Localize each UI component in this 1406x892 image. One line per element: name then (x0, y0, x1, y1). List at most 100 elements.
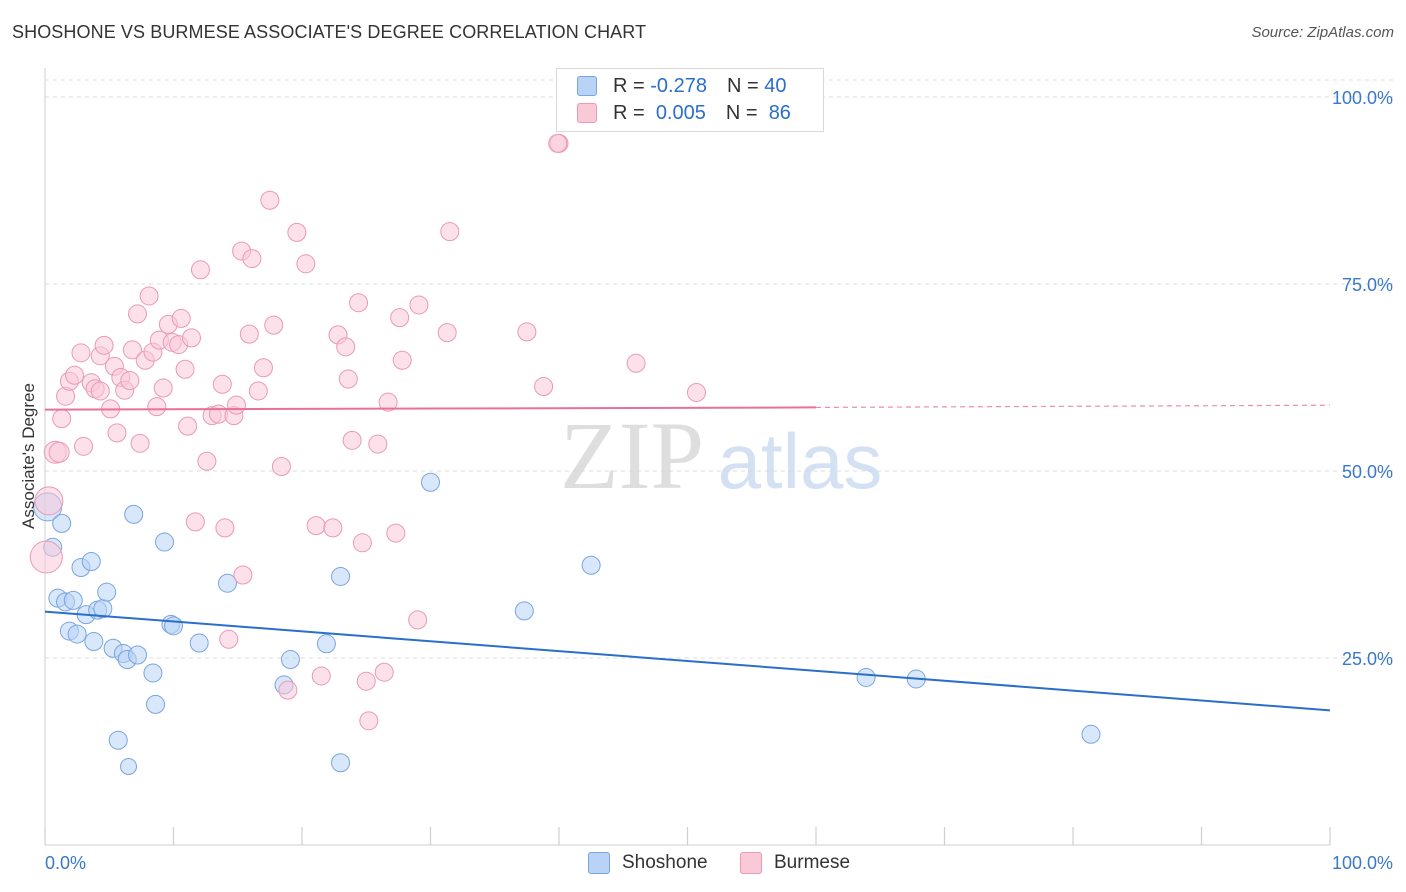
burmese-point (264, 315, 284, 335)
burmese-point (94, 335, 114, 355)
burmese-point (107, 423, 127, 443)
burmese-point (147, 397, 167, 417)
burmese-point (130, 433, 150, 453)
trend-lines (44, 404, 1331, 712)
burmese-trend-line (44, 406, 817, 411)
x-tick-label: 0.0% (45, 853, 86, 873)
burmese-point (323, 518, 343, 538)
burmese-point (368, 434, 388, 454)
shoshone-point (81, 552, 101, 572)
data-points (29, 133, 1101, 775)
burmese-point (239, 324, 259, 344)
shoshone-point (1081, 724, 1101, 744)
burmese-point (122, 340, 142, 360)
burmese-point (178, 416, 198, 436)
burmese-point (185, 512, 205, 532)
shoshone-point (143, 663, 163, 683)
shoshone-point (581, 555, 601, 575)
chart-title: SHOSHONE VS BURMESE ASSOCIATE'S DEGREE C… (12, 22, 647, 42)
shoshone-point (108, 730, 128, 750)
shoshone-point (84, 632, 104, 652)
burmese-point (378, 392, 398, 412)
burmese-point (548, 133, 568, 153)
burmese-point (219, 629, 239, 649)
burmese-point (386, 523, 406, 543)
bottom-legend-shoshone: Shoshone (588, 852, 708, 874)
burmese-point (390, 308, 410, 328)
burmese-legend-label: Burmese (774, 852, 851, 873)
burmese-point (517, 322, 537, 342)
burmese-trend-extension (815, 404, 1331, 409)
burmese-point (342, 430, 362, 450)
shoshone-point (128, 645, 148, 665)
shoshone-legend-swatch (588, 852, 610, 874)
burmese-point (352, 533, 372, 553)
shoshone-point (52, 513, 72, 533)
shoshone-point (280, 649, 300, 669)
burmese-point (534, 376, 554, 396)
burmese-point (311, 666, 331, 686)
legend-r-value: -0.278 (650, 74, 707, 97)
shoshone-swatch (577, 76, 597, 96)
shoshone-point (120, 757, 138, 775)
shoshone-point (421, 472, 440, 492)
shoshone-point (331, 566, 351, 586)
shoshone-point (316, 634, 336, 654)
legend-n-label: N = (725, 101, 758, 124)
burmese-point (128, 304, 148, 324)
watermark-atlas: atlas (718, 417, 883, 505)
burmese-point (271, 457, 291, 477)
shoshone-point (217, 573, 237, 593)
burmese-point (74, 436, 94, 456)
x-tick-label: 100.0% (1332, 853, 1393, 873)
legend-n-value: 40 (764, 74, 787, 97)
legend-r-value: 0.005 (655, 101, 706, 124)
burmese-point (278, 680, 298, 700)
y-axis-label: Associate's Degree (19, 383, 38, 529)
burmese-point (212, 374, 232, 394)
burmese-point (408, 610, 428, 630)
burmese-point (356, 671, 376, 691)
shoshone-trend-line (44, 610, 1331, 712)
burmese-point (392, 350, 412, 370)
burmese-point (374, 662, 394, 682)
y-tick-label: 25.0% (1342, 649, 1393, 669)
burmese-point (242, 249, 262, 269)
burmese-point (253, 358, 273, 378)
burmese-point (287, 222, 307, 242)
burmese-point (181, 328, 201, 348)
y-tick-label: 50.0% (1342, 462, 1393, 482)
burmese-point (260, 190, 280, 210)
watermark: ZIP atlas (560, 402, 882, 509)
burmese-swatch (577, 103, 597, 123)
shoshone-point (124, 504, 144, 524)
legend-n-label: N = (726, 74, 759, 97)
shoshone-point (146, 694, 166, 714)
burmese-point (248, 381, 268, 401)
burmese-point (437, 323, 457, 343)
correlation-legend: R = -0.278 N = 40 R = 0.005 N = 86 (556, 68, 824, 132)
shoshone-point (63, 590, 83, 610)
burmese-point (626, 353, 646, 373)
shoshone-point (331, 753, 351, 773)
burmese-point (90, 381, 110, 401)
burmese-point (233, 565, 253, 585)
legend-n-value: 86 (768, 101, 791, 124)
burmese-point (190, 260, 210, 280)
shoshone-legend-label: Shoshone (622, 852, 708, 873)
burmese-point (349, 293, 369, 313)
burmese-point (175, 359, 195, 379)
shoshone-point (97, 582, 117, 602)
burmese-legend-swatch (740, 852, 762, 874)
burmese-point (226, 395, 246, 415)
burmese-point (686, 382, 706, 402)
burmese-point (409, 295, 429, 315)
legend-row-shoshone: R = -0.278 N = 40 (577, 73, 786, 99)
burmese-point (296, 254, 316, 274)
burmese-point (34, 486, 64, 516)
burmese-point (197, 451, 217, 471)
burmese-point (338, 369, 358, 389)
burmese-point (29, 540, 63, 574)
burmese-point (440, 222, 460, 242)
burmese-point (153, 378, 173, 398)
